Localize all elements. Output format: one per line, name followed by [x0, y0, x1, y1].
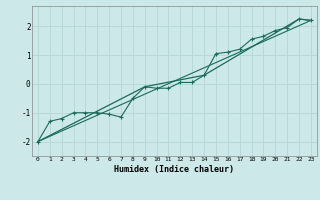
X-axis label: Humidex (Indice chaleur): Humidex (Indice chaleur)	[115, 165, 234, 174]
